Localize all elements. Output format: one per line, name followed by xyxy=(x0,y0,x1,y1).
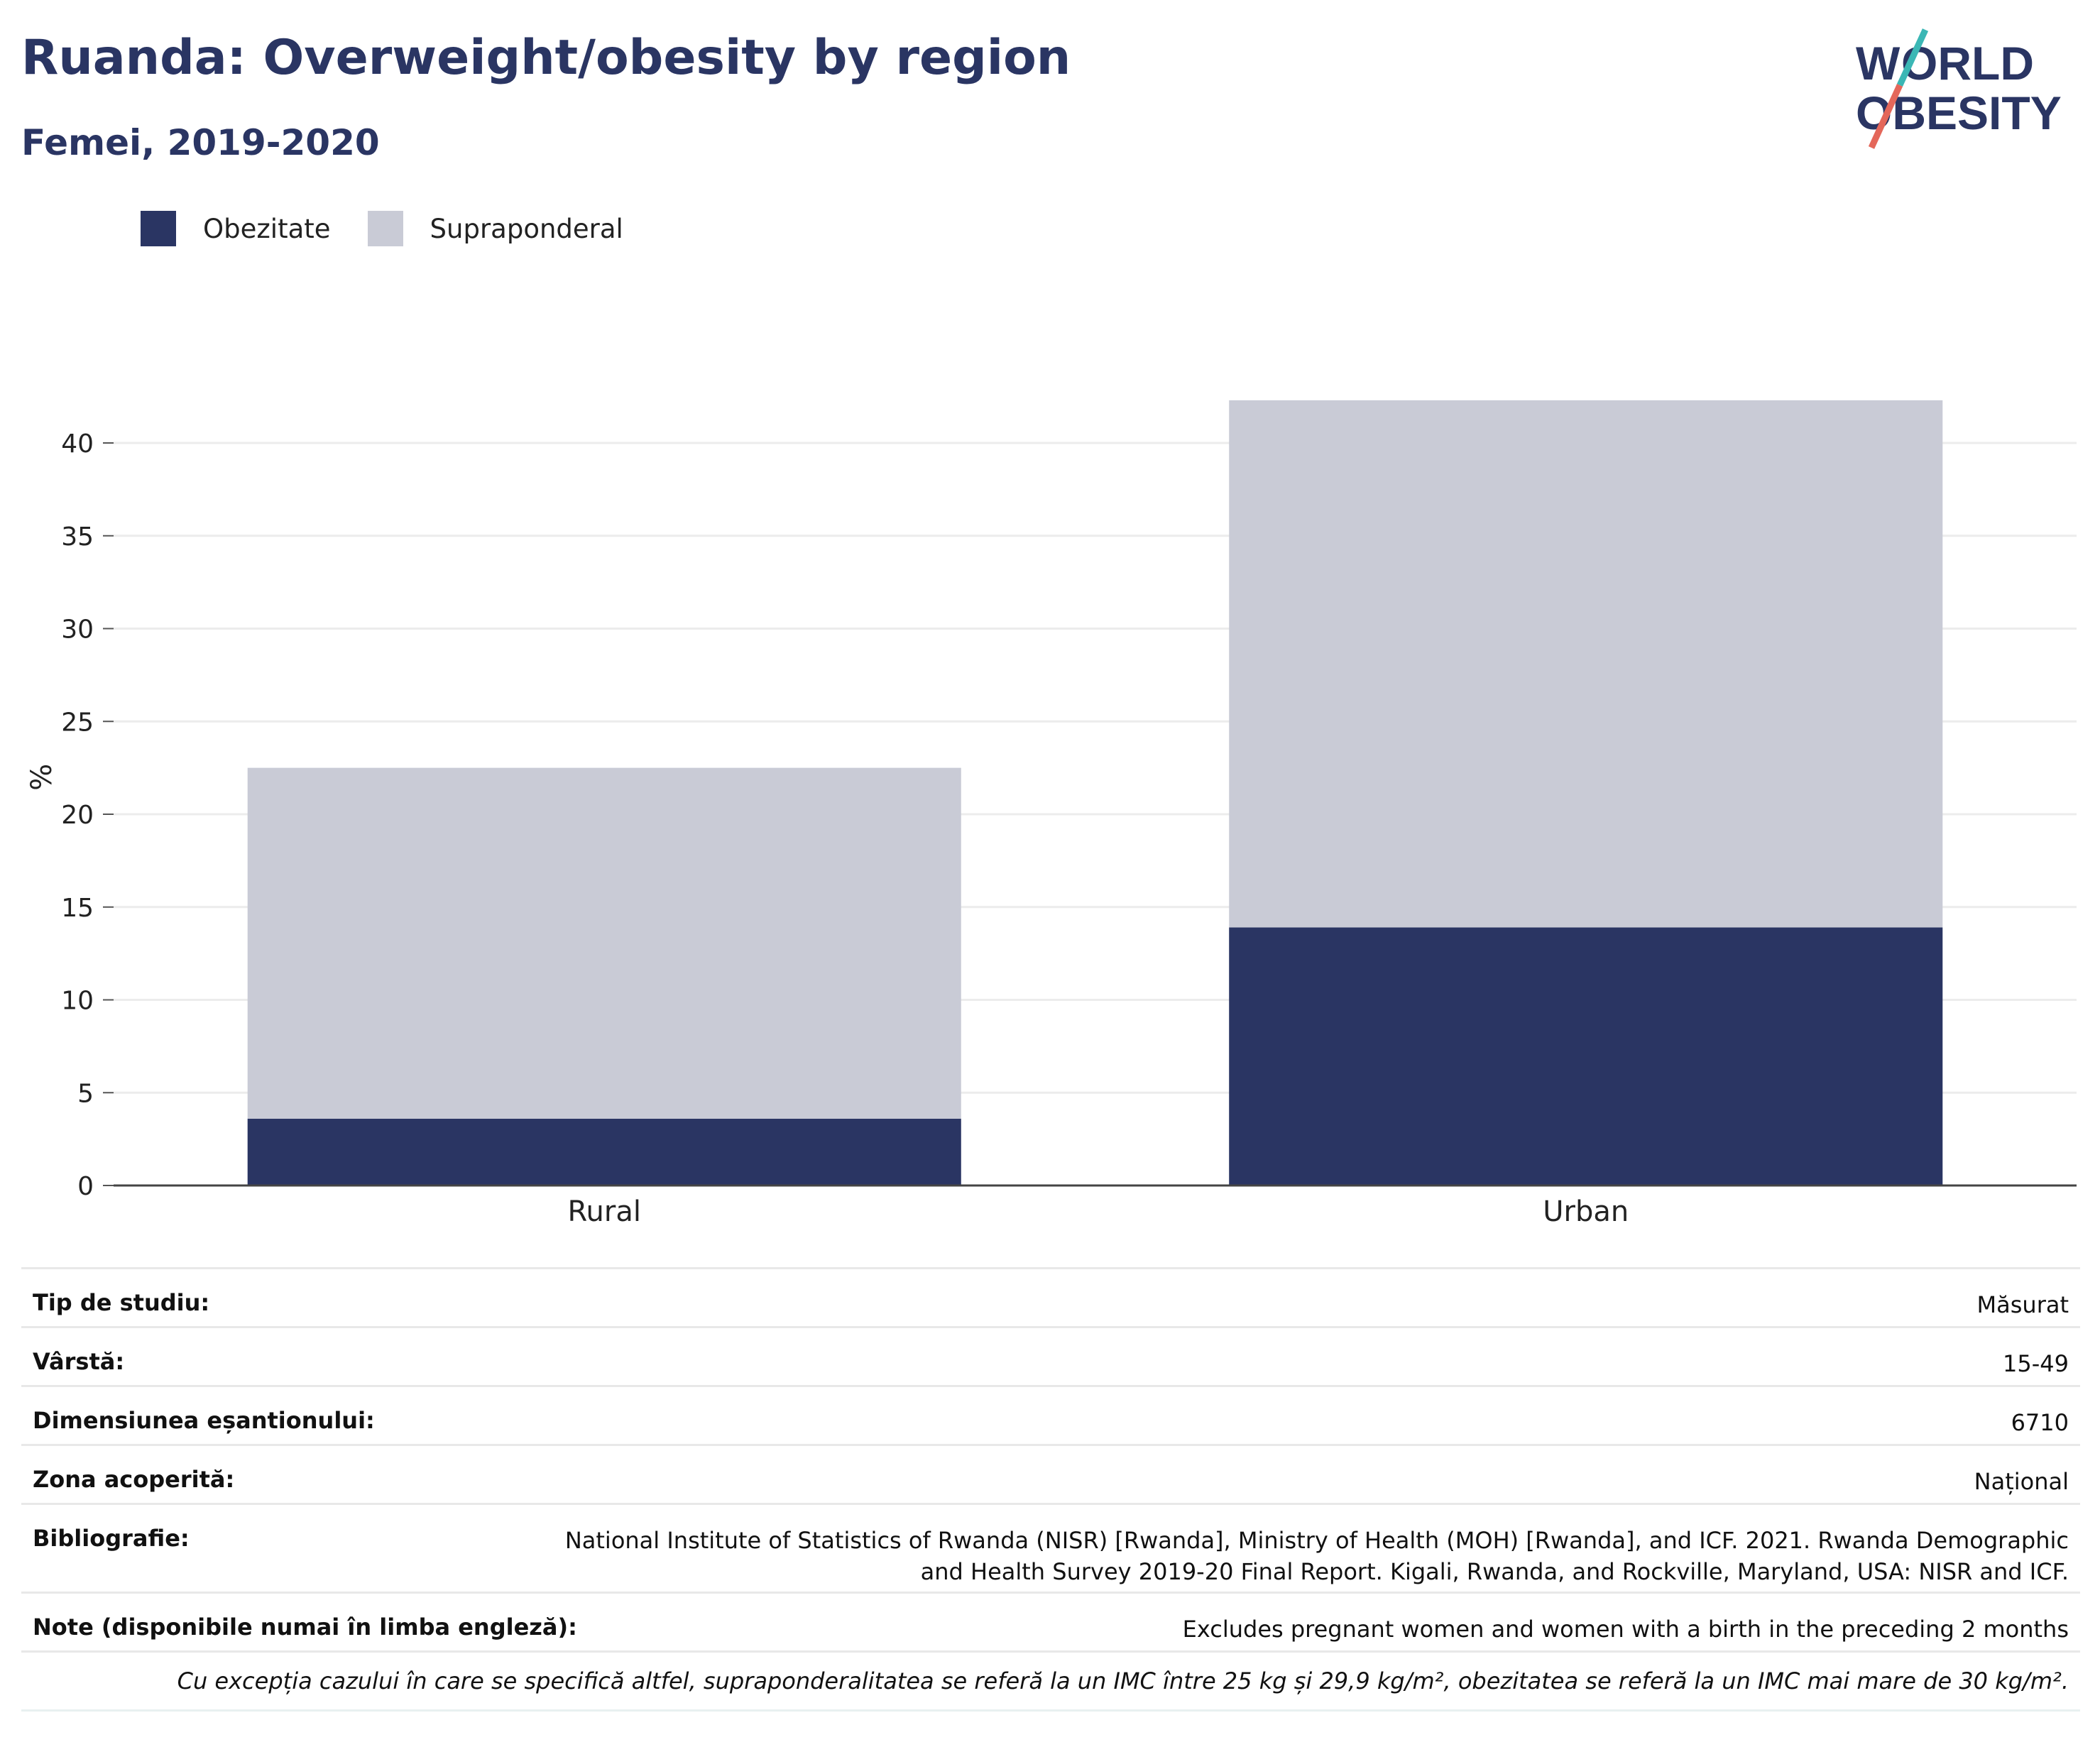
world-obesity-logo: W ORLD OBESITY xyxy=(1856,28,2062,149)
y-tick-label: 20 xyxy=(61,801,94,830)
chart-legend: Obezitate Supraponderal xyxy=(141,210,660,247)
x-tick-label: Rural xyxy=(568,1195,641,1228)
info-row-sample-size: Dimensiunea eșantionului: 6710 xyxy=(21,1385,2080,1444)
svg-text:W: W xyxy=(1856,37,1901,89)
bar-overweight-rural xyxy=(247,767,961,1119)
page-subtitle: Femei, 2019-2020 xyxy=(21,122,380,163)
info-value: Măsurat xyxy=(1976,1291,2069,1318)
info-row-age: Vârstă: 15-49 xyxy=(21,1326,2080,1385)
svg-text:ORLD: ORLD xyxy=(1901,37,2034,89)
y-tick-label: 35 xyxy=(61,522,94,552)
info-row-bibliography: Bibliografie: National Institute of Stat… xyxy=(21,1503,2080,1592)
info-value: Excludes pregnant women and women with a… xyxy=(1182,1616,2069,1643)
info-row-study-type: Tip de studiu: Măsurat xyxy=(21,1267,2080,1326)
page-title: Ruanda: Overweight/obesity by region xyxy=(21,30,1071,86)
info-label: Bibliografie: xyxy=(33,1525,190,1552)
info-row-notes: Note (disponibile numai în limba engleză… xyxy=(21,1592,2080,1650)
bibliography-line-1: National Institute of Statistics of Rwan… xyxy=(564,1527,2069,1554)
y-tick-label: 10 xyxy=(61,987,94,1016)
bar-obesity-urban xyxy=(1229,927,1943,1185)
legend-item-obesity: Obezitate xyxy=(141,211,331,246)
definition-footnote: Cu excepția cazului în care se specifică… xyxy=(21,1650,2080,1712)
bar-chart: 0 5 10 15 20 25 30 35 40% Rural Urban xyxy=(26,400,2077,1228)
info-label: Note (disponibile numai în limba engleză… xyxy=(33,1614,577,1641)
info-label: Tip de studiu: xyxy=(33,1289,210,1316)
legend-label-obesity: Obezitate xyxy=(203,213,331,244)
x-tick-label: Urban xyxy=(1543,1195,1629,1228)
info-label: Dimensiunea eșantionului: xyxy=(33,1407,375,1434)
legend-swatch-overweight xyxy=(367,211,403,246)
info-label: Vârstă: xyxy=(33,1348,125,1375)
y-axis-label: % xyxy=(26,764,58,791)
legend-label-overweight: Supraponderal xyxy=(430,213,623,244)
info-value: Național xyxy=(1974,1468,2069,1495)
legend-item-overweight: Supraponderal xyxy=(367,211,623,246)
info-label: Zona acoperită: xyxy=(33,1466,235,1493)
y-tick-label: 30 xyxy=(61,615,94,645)
bar-overweight-urban xyxy=(1229,400,1943,928)
metadata-table: Tip de studiu: Măsurat Vârstă: 15-49 Dim… xyxy=(21,1267,2080,1712)
info-row-area: Zona acoperită: Național xyxy=(21,1444,2080,1503)
y-tick-label: 25 xyxy=(61,708,94,737)
info-value: 6710 xyxy=(2011,1409,2069,1436)
bibliography-line-2: and Health Survey 2019-20 Final Report. … xyxy=(920,1558,2069,1585)
info-value: National Institute of Statistics of Rwan… xyxy=(565,1505,2069,1587)
y-tick-label: 15 xyxy=(61,894,94,923)
y-tick-label: 5 xyxy=(77,1079,94,1108)
bar-obesity-rural xyxy=(247,1118,961,1185)
y-tick-label: 0 xyxy=(77,1172,94,1201)
info-value: 15-49 xyxy=(2003,1350,2069,1377)
y-tick-label: 40 xyxy=(61,429,94,459)
legend-swatch-obesity xyxy=(141,211,176,246)
